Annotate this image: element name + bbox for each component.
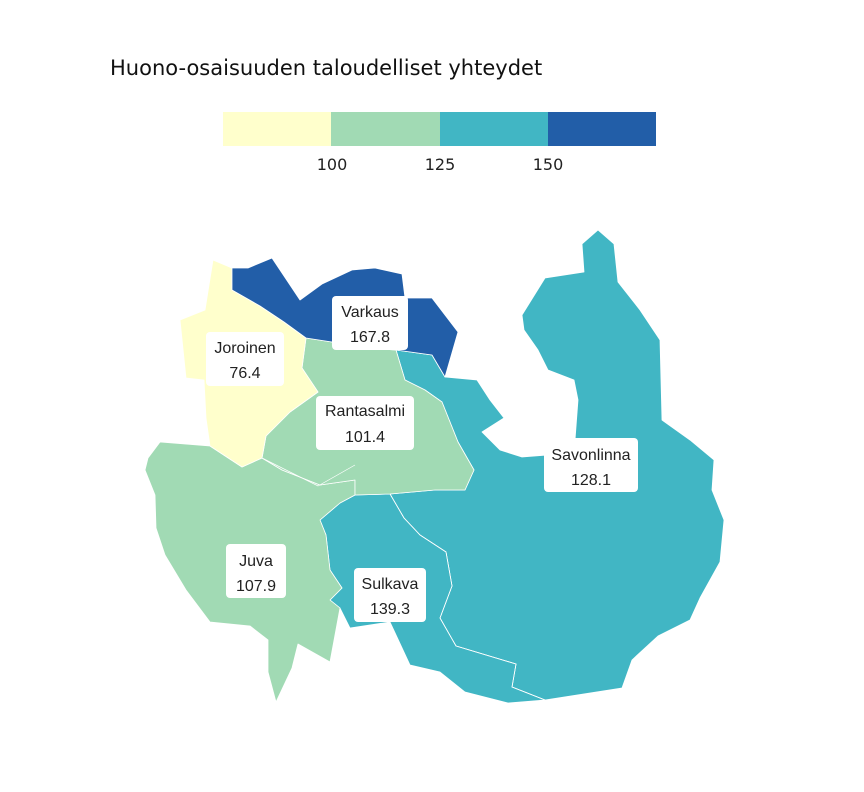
legend-swatch-2 — [331, 112, 440, 146]
legend-tick-150: 150 — [532, 155, 564, 174]
label-rantasalmi-value: 101.4 — [345, 429, 385, 446]
label-varkaus-box — [332, 296, 408, 350]
label-sulkava-box — [354, 568, 426, 622]
label-sulkava-name: Sulkava — [362, 576, 419, 593]
boundary-line — [261, 457, 356, 487]
label-juva-box — [226, 544, 286, 598]
label-juva: Juva 107.9 — [226, 544, 286, 598]
boundary-line — [389, 493, 546, 701]
map-title: Huono-osaisuuden taloudelliset yhteydet — [110, 56, 543, 80]
label-savonlinna-box — [544, 438, 638, 492]
label-juva-value: 107.9 — [236, 578, 276, 595]
label-varkaus: Varkaus 167.8 — [332, 296, 408, 350]
label-joroinen-name: Joroinen — [214, 340, 275, 357]
label-varkaus-name: Varkaus — [341, 304, 399, 321]
legend-swatch-1 — [223, 112, 332, 146]
label-juva-name: Juva — [239, 553, 273, 570]
legend-tick-125: 125 — [424, 155, 456, 174]
label-joroinen-value: 76.4 — [229, 365, 260, 382]
label-savonlinna-name: Savonlinna — [551, 447, 630, 464]
label-rantasalmi-box — [316, 396, 414, 450]
label-joroinen: Joroinen 76.4 — [206, 332, 284, 386]
label-savonlinna-value: 128.1 — [571, 472, 611, 489]
label-joroinen-box — [206, 332, 284, 386]
color-legend — [223, 112, 656, 146]
label-rantasalmi: Rantasalmi 101.4 — [316, 396, 414, 450]
label-sulkava-value: 139.3 — [370, 601, 410, 618]
label-varkaus-value: 167.8 — [350, 329, 390, 346]
label-rantasalmi-name: Rantasalmi — [325, 403, 405, 420]
label-sulkava: Sulkava 139.3 — [354, 568, 426, 622]
legend-swatch-4 — [547, 112, 656, 146]
legend-swatch-3 — [439, 112, 548, 146]
legend-tick-100: 100 — [316, 155, 348, 174]
label-savonlinna: Savonlinna 128.1 — [544, 438, 638, 492]
